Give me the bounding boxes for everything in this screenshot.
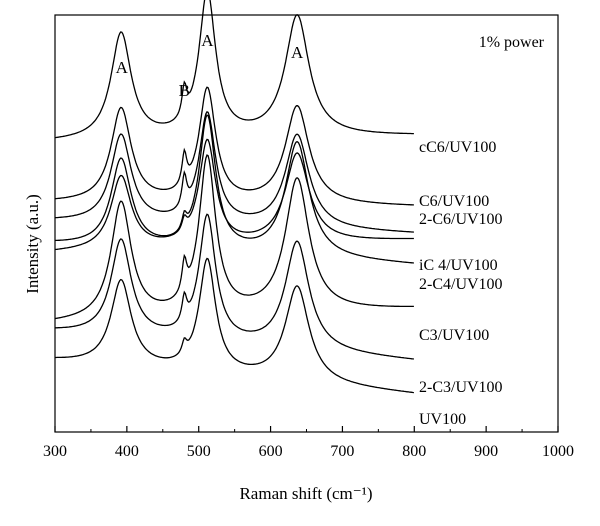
series-line — [54, 114, 414, 264]
series-line — [54, 86, 414, 206]
x-tick-label: 600 — [259, 443, 283, 460]
y-axis-label: Intensity (a.u.) — [23, 194, 42, 294]
series-group — [54, 0, 414, 394]
peak-label: A — [116, 58, 129, 77]
series-label: C3/UV100 — [419, 327, 489, 344]
x-tick-label: 400 — [115, 443, 139, 460]
series-label: cC6/UV100 — [419, 139, 496, 156]
x-tick-label: 500 — [187, 443, 211, 460]
series-label: iC 4/UV100 — [419, 257, 498, 274]
peak-label-group: A B A A — [116, 31, 304, 100]
series-label: 2-C4/UV100 — [419, 276, 503, 293]
peak-label: B — [179, 81, 190, 100]
series-line — [54, 154, 414, 320]
x-axis-label: Raman shift (cm⁻¹) — [239, 484, 372, 503]
series-label: 2-C3/UV100 — [419, 379, 503, 396]
x-tick-label: 300 — [43, 443, 67, 460]
x-axis-ticks: 300 400 500 600 700 800 900 1000 — [43, 426, 574, 460]
series-label: C6/UV100 — [419, 193, 489, 210]
x-tick-label: 700 — [330, 443, 354, 460]
peak-label: A — [291, 43, 304, 62]
series-line — [55, 257, 414, 394]
series-line — [54, 110, 414, 233]
series-label: UV100 — [419, 411, 466, 428]
x-tick-label: 800 — [402, 443, 426, 460]
power-label: 1% power — [479, 34, 545, 51]
series-line — [54, 138, 414, 251]
x-tick-label: 900 — [474, 443, 498, 460]
series-line — [55, 213, 414, 360]
series-line — [54, 0, 414, 139]
x-tick-label: 1000 — [542, 443, 574, 460]
series-label: 2-C6/UV100 — [419, 211, 503, 228]
peak-label: A — [201, 31, 214, 50]
